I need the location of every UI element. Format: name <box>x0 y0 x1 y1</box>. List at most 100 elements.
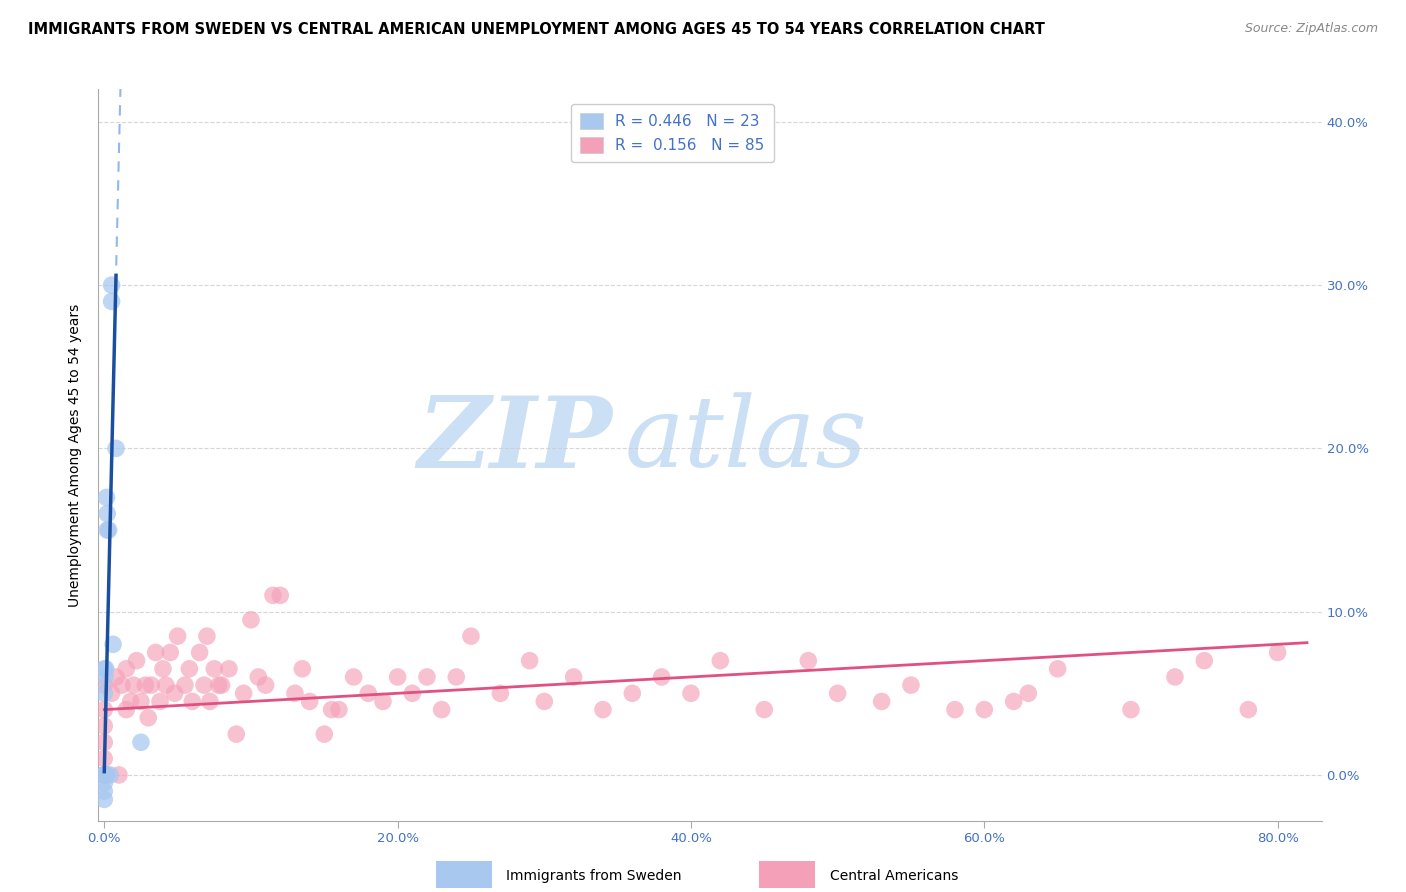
Point <box>298 694 321 708</box>
Point <box>973 703 995 717</box>
Point <box>314 727 336 741</box>
Point <box>430 703 453 717</box>
Point <box>239 613 262 627</box>
Point <box>460 629 482 643</box>
Text: Immigrants from Sweden: Immigrants from Sweden <box>506 869 682 883</box>
Point <box>709 654 731 668</box>
Point <box>93 719 115 733</box>
Point <box>291 662 314 676</box>
Point <box>94 768 117 782</box>
Point <box>108 768 131 782</box>
Point <box>93 768 115 782</box>
Point <box>1002 694 1025 708</box>
Point <box>93 768 115 782</box>
Point <box>163 686 186 700</box>
Point <box>1267 645 1289 659</box>
Text: ZIP: ZIP <box>418 392 612 489</box>
Point <box>149 694 172 708</box>
Point <box>120 694 142 708</box>
Point <box>371 694 394 708</box>
Point <box>519 654 541 668</box>
Point <box>284 686 307 700</box>
Point <box>93 768 115 782</box>
Point <box>141 678 163 692</box>
Point <box>232 686 254 700</box>
Point <box>269 588 291 602</box>
Point <box>105 670 128 684</box>
Point <box>1119 703 1142 717</box>
Text: Central Americans: Central Americans <box>830 869 957 883</box>
Point <box>870 694 893 708</box>
Point <box>93 678 115 692</box>
Point <box>96 491 118 505</box>
Point <box>111 678 134 692</box>
Point <box>125 654 148 668</box>
Point <box>1164 670 1187 684</box>
Point <box>93 792 115 806</box>
Text: IMMIGRANTS FROM SWEDEN VS CENTRAL AMERICAN UNEMPLOYMENT AMONG AGES 45 TO 54 YEAR: IMMIGRANTS FROM SWEDEN VS CENTRAL AMERIC… <box>28 22 1045 37</box>
Point <box>225 727 247 741</box>
Point <box>195 629 218 643</box>
Point <box>1194 654 1216 668</box>
Point <box>96 768 118 782</box>
Point <box>328 703 350 717</box>
Point <box>101 637 124 651</box>
Point <box>98 768 121 782</box>
Point <box>93 776 115 790</box>
Point <box>174 678 197 692</box>
Point <box>1046 662 1069 676</box>
Point <box>188 645 211 659</box>
Y-axis label: Unemployment Among Ages 45 to 54 years: Unemployment Among Ages 45 to 54 years <box>69 303 83 607</box>
Point <box>96 523 118 537</box>
Point <box>416 670 439 684</box>
Point <box>562 670 585 684</box>
Point <box>489 686 512 700</box>
Point <box>254 678 277 692</box>
Point <box>93 768 115 782</box>
Point <box>145 645 167 659</box>
Point <box>93 735 115 749</box>
Point <box>94 662 117 676</box>
Point <box>262 588 284 602</box>
Point <box>247 670 270 684</box>
Point <box>446 670 468 684</box>
Point <box>401 686 423 700</box>
Point <box>152 662 174 676</box>
Point <box>179 662 201 676</box>
Point <box>115 662 138 676</box>
Point <box>93 703 115 717</box>
Point <box>93 662 115 676</box>
Point <box>621 686 644 700</box>
Point <box>129 735 152 749</box>
Point <box>94 670 117 684</box>
Point <box>134 678 156 692</box>
Point <box>592 703 614 717</box>
Point <box>155 678 177 692</box>
Point <box>96 507 118 521</box>
Point <box>357 686 380 700</box>
Point <box>827 686 849 700</box>
Point <box>1237 703 1260 717</box>
Point <box>1017 686 1039 700</box>
Point <box>211 678 233 692</box>
Point <box>105 442 128 456</box>
Point <box>754 703 776 717</box>
Point <box>93 768 115 782</box>
Point <box>900 678 922 692</box>
Point <box>93 751 115 765</box>
Point <box>181 694 204 708</box>
Legend: R = 0.446   N = 23, R =  0.156   N = 85: R = 0.446 N = 23, R = 0.156 N = 85 <box>571 104 773 162</box>
Point <box>218 662 240 676</box>
Point <box>166 629 188 643</box>
Point <box>533 694 555 708</box>
Point <box>122 678 145 692</box>
Point <box>100 278 122 293</box>
Point <box>208 678 231 692</box>
Point <box>93 686 115 700</box>
Point <box>202 662 225 676</box>
Point <box>651 670 673 684</box>
Point <box>115 703 138 717</box>
Point <box>797 654 820 668</box>
Point <box>943 703 966 717</box>
Point <box>198 694 221 708</box>
